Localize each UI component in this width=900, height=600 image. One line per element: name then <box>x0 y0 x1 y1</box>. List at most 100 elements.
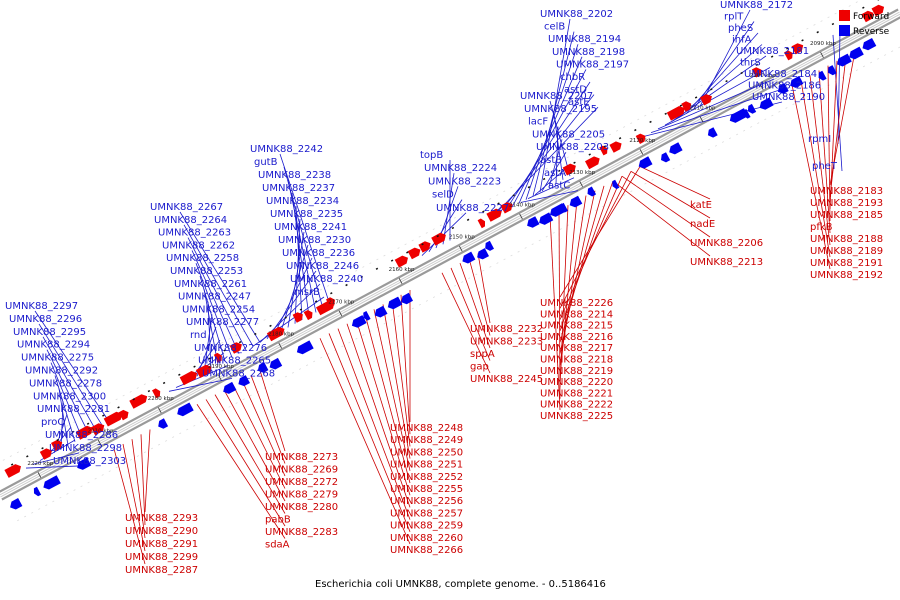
reverse-gene-label[interactable]: UMNK88_2240 <box>290 274 363 285</box>
reverse-gene-label[interactable]: UMNK88_2292 <box>25 366 98 377</box>
reverse-gene-label[interactable]: UMNK88_2224 <box>424 163 497 174</box>
forward-gene[interactable] <box>39 448 52 460</box>
reverse-gene-label[interactable]: UMNK88_2246 <box>286 261 359 272</box>
reverse-gene[interactable] <box>257 362 269 373</box>
forward-gene-label[interactable]: UMNK88_2183 <box>810 186 883 197</box>
reverse-gene-label[interactable]: UMNK88_2276 <box>194 343 267 354</box>
forward-gene-label[interactable]: UMNK88_2272 <box>265 477 338 488</box>
forward-gene-label[interactable]: sdaA <box>265 540 290 551</box>
reverse-gene-label[interactable]: UMNK88_2295 <box>13 327 86 338</box>
forward-gene-label[interactable]: UMNK88_2189 <box>810 246 883 257</box>
reverse-gene[interactable] <box>818 70 827 81</box>
reverse-gene[interactable] <box>269 357 283 370</box>
reverse-gene-label[interactable]: UMNK88_2205 <box>532 129 605 140</box>
reverse-gene-label[interactable]: UMNK88_2236 <box>282 248 355 259</box>
forward-gene-label[interactable]: UMNK88_2226 <box>540 298 613 309</box>
reverse-gene[interactable] <box>33 486 42 497</box>
reverse-gene[interactable] <box>747 103 757 114</box>
reverse-gene-label[interactable]: UMNK88_2265 <box>198 356 271 367</box>
forward-gene[interactable] <box>394 255 408 268</box>
reverse-gene[interactable] <box>828 65 837 76</box>
forward-gene-label[interactable]: UMNK88_2245 <box>470 374 543 385</box>
forward-gene-label[interactable]: UMNK88_2232 <box>470 324 543 335</box>
reverse-gene-label[interactable]: astC <box>548 181 570 192</box>
forward-gene-label[interactable]: UMNK88_2220 <box>540 377 613 388</box>
forward-gene-label[interactable]: pabB <box>265 515 291 526</box>
reverse-gene-label[interactable]: astD <box>564 85 587 96</box>
reverse-gene-label[interactable]: UMNK88_2227 <box>436 203 509 214</box>
forward-gene-label[interactable]: UMNK88_2222 <box>540 400 613 411</box>
reverse-gene[interactable] <box>849 46 864 60</box>
reverse-gene[interactable] <box>77 457 92 470</box>
reverse-gene[interactable] <box>669 142 683 155</box>
forward-gene[interactable] <box>316 300 335 316</box>
reverse-gene-label[interactable]: ihfA <box>732 35 752 46</box>
reverse-gene-label[interactable]: UMNK88_2184 <box>744 69 817 80</box>
reverse-gene[interactable] <box>10 498 23 510</box>
forward-gene[interactable] <box>700 94 712 106</box>
reverse-gene-label[interactable]: UMNK88_2234 <box>266 196 339 207</box>
forward-gene[interactable] <box>431 232 446 246</box>
forward-gene-label[interactable]: UMNK88_2219 <box>540 366 613 377</box>
reverse-gene-label[interactable]: UMNK88_2223 <box>428 176 501 187</box>
reverse-gene[interactable] <box>485 240 494 251</box>
forward-gene[interactable] <box>500 202 513 214</box>
forward-gene-label[interactable]: UMNK88_2188 <box>810 234 883 245</box>
forward-gene-label[interactable]: UMNK88_2257 <box>390 508 463 519</box>
reverse-gene-label[interactable]: UMNK88_2298 <box>49 443 122 454</box>
forward-gene-label[interactable]: UMNK88_2215 <box>540 321 613 332</box>
reverse-gene-label[interactable]: astE <box>568 97 590 108</box>
reverse-gene-label[interactable]: UMNK88_2194 <box>548 34 621 45</box>
forward-gene-label[interactable]: UMNK88_2193 <box>810 198 883 209</box>
reverse-gene[interactable] <box>862 38 877 51</box>
reverse-gene[interactable] <box>638 156 653 169</box>
forward-gene-label[interactable]: UMNK88_2266 <box>390 545 463 556</box>
forward-gene-label[interactable]: UMNK88_2283 <box>265 527 338 538</box>
reverse-gene[interactable] <box>569 195 583 208</box>
forward-gene-label[interactable]: UMNK88_2249 <box>390 435 463 446</box>
forward-gene-label[interactable]: UMNK88_2260 <box>390 533 463 544</box>
reverse-gene-label[interactable]: pheS <box>728 23 753 34</box>
reverse-gene-label[interactable]: UMNK88_2198 <box>552 47 625 58</box>
reverse-gene[interactable] <box>387 296 403 310</box>
forward-gene[interactable] <box>681 101 692 112</box>
reverse-gene-label[interactable]: UMNK88_2207 <box>520 91 593 102</box>
reverse-gene-label[interactable]: UMNK88_2241 <box>274 222 347 233</box>
forward-gene-label[interactable]: UMNK88_2255 <box>390 484 463 495</box>
reverse-gene-label[interactable]: UMNK88_2254 <box>182 304 255 315</box>
forward-gene[interactable] <box>103 411 123 427</box>
forward-gene[interactable] <box>292 312 303 323</box>
forward-gene[interactable] <box>118 409 129 421</box>
forward-gene[interactable] <box>871 4 885 17</box>
reverse-gene[interactable] <box>837 53 852 67</box>
forward-gene[interactable] <box>75 425 93 440</box>
reverse-gene-label[interactable]: UMNK88_2195 <box>524 104 597 115</box>
forward-gene[interactable] <box>609 141 622 153</box>
forward-gene[interactable] <box>129 394 148 409</box>
forward-gene[interactable] <box>229 342 242 354</box>
reverse-gene-label[interactable]: UMNK88_2238 <box>258 170 331 181</box>
reverse-gene[interactable] <box>661 152 671 163</box>
reverse-gene[interactable] <box>612 179 620 190</box>
forward-gene-label[interactable]: UMNK88_2291 <box>125 539 198 550</box>
reverse-gene-label[interactable]: UMNK88_2261 <box>174 279 247 290</box>
forward-gene-label[interactable]: UMNK88_2279 <box>265 490 338 501</box>
reverse-gene-label[interactable]: astA <box>544 168 566 179</box>
forward-gene[interactable] <box>599 145 608 156</box>
forward-gene-label[interactable]: UMNK88_2214 <box>540 309 613 320</box>
reverse-gene[interactable] <box>462 251 476 264</box>
reverse-gene-label[interactable]: UMNK88_2197 <box>556 59 629 70</box>
forward-gene-label[interactable]: UMNK88_2217 <box>540 343 613 354</box>
reverse-gene[interactable] <box>527 216 540 228</box>
forward-gene[interactable] <box>635 133 646 144</box>
reverse-gene-label[interactable]: gutB <box>254 157 278 168</box>
reverse-gene-label[interactable]: UMNK88_2303 <box>53 456 126 467</box>
reverse-gene-label[interactable]: pheT <box>812 161 838 172</box>
reverse-gene-label[interactable]: msrB <box>294 287 320 298</box>
forward-gene-label[interactable]: UMNK88_2299 <box>125 552 198 563</box>
forward-gene[interactable] <box>179 371 198 386</box>
reverse-gene-label[interactable]: UMNK88_2297 <box>5 301 78 312</box>
forward-gene[interactable] <box>784 50 793 61</box>
reverse-gene-label[interactable]: UMNK88_2264 <box>154 215 227 226</box>
forward-gene[interactable] <box>407 247 421 260</box>
